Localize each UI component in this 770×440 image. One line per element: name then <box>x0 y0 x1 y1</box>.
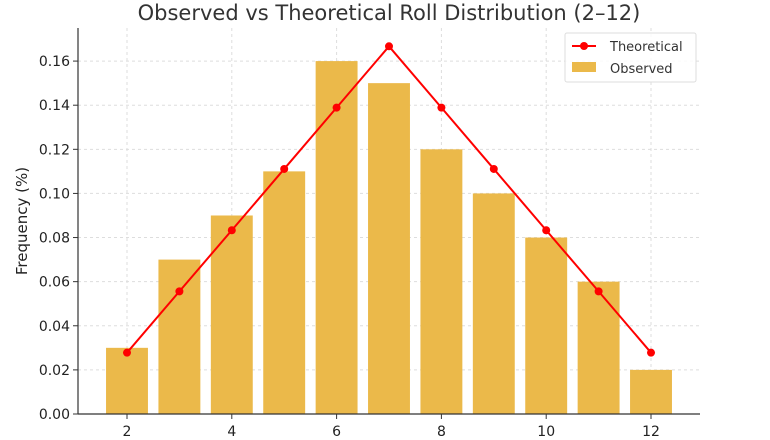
chart-title: Observed vs Theoretical Roll Distributio… <box>138 1 641 25</box>
axes: 0.00 0.02 0.04 0.06 0.08 0.10 0.12 0.14 0.16 2 4 6 8… <box>39 28 700 440</box>
legend-bar-swatch <box>572 62 596 72</box>
y-tick-label: 0.16 <box>39 54 70 70</box>
y-axis-label: Frequency (%) <box>13 167 31 275</box>
observed-bar <box>525 237 568 414</box>
theoretical-point <box>175 287 184 296</box>
y-tick-label: 0.12 <box>39 142 70 158</box>
x-tick-label: 10 <box>537 424 555 440</box>
observed-bar <box>106 347 148 414</box>
legend: Theoretical Observed <box>564 32 697 83</box>
theoretical-line <box>122 42 656 357</box>
theoretical-point <box>227 226 236 235</box>
y-tick-label: 0.10 <box>39 186 70 202</box>
x-tick-label: 2 <box>123 424 132 440</box>
observed-bar <box>315 61 358 414</box>
observed-bar <box>158 259 201 414</box>
observed-bar <box>368 83 410 415</box>
x-tick-label: 8 <box>437 424 446 440</box>
legend-marker-swatch <box>580 42 588 50</box>
theoretical-point <box>489 164 498 173</box>
theoretical-point <box>542 226 551 235</box>
observed-bar <box>420 149 463 415</box>
x-tick-label: 6 <box>332 424 341 440</box>
theoretical-point <box>280 164 289 173</box>
y-tick-label: 0.02 <box>39 363 70 379</box>
legend-observed: Observed <box>610 62 673 77</box>
y-tick-label: 0.06 <box>39 275 70 291</box>
y-tick-label: 0.04 <box>39 319 70 335</box>
observed-bar <box>472 193 515 414</box>
y-tick-label: 0.08 <box>39 231 70 247</box>
observed-bar <box>210 215 253 414</box>
theoretical-point <box>385 42 393 51</box>
observed-bar <box>577 281 620 414</box>
x-tick-label: 12 <box>642 424 660 440</box>
y-tick-label: 0.14 <box>39 98 70 114</box>
theoretical-point <box>332 103 341 112</box>
theoretical-point <box>122 348 131 357</box>
theoretical-point <box>437 103 446 112</box>
theoretical-point <box>647 348 656 357</box>
observed-bar <box>263 171 306 414</box>
x-tick-label: 4 <box>227 424 236 440</box>
bars <box>106 61 672 415</box>
y-tick-label: 0.00 <box>39 407 70 423</box>
observed-bar <box>630 369 672 414</box>
legend-theoretical: Theoretical <box>609 40 683 55</box>
theoretical-point <box>594 287 603 296</box>
